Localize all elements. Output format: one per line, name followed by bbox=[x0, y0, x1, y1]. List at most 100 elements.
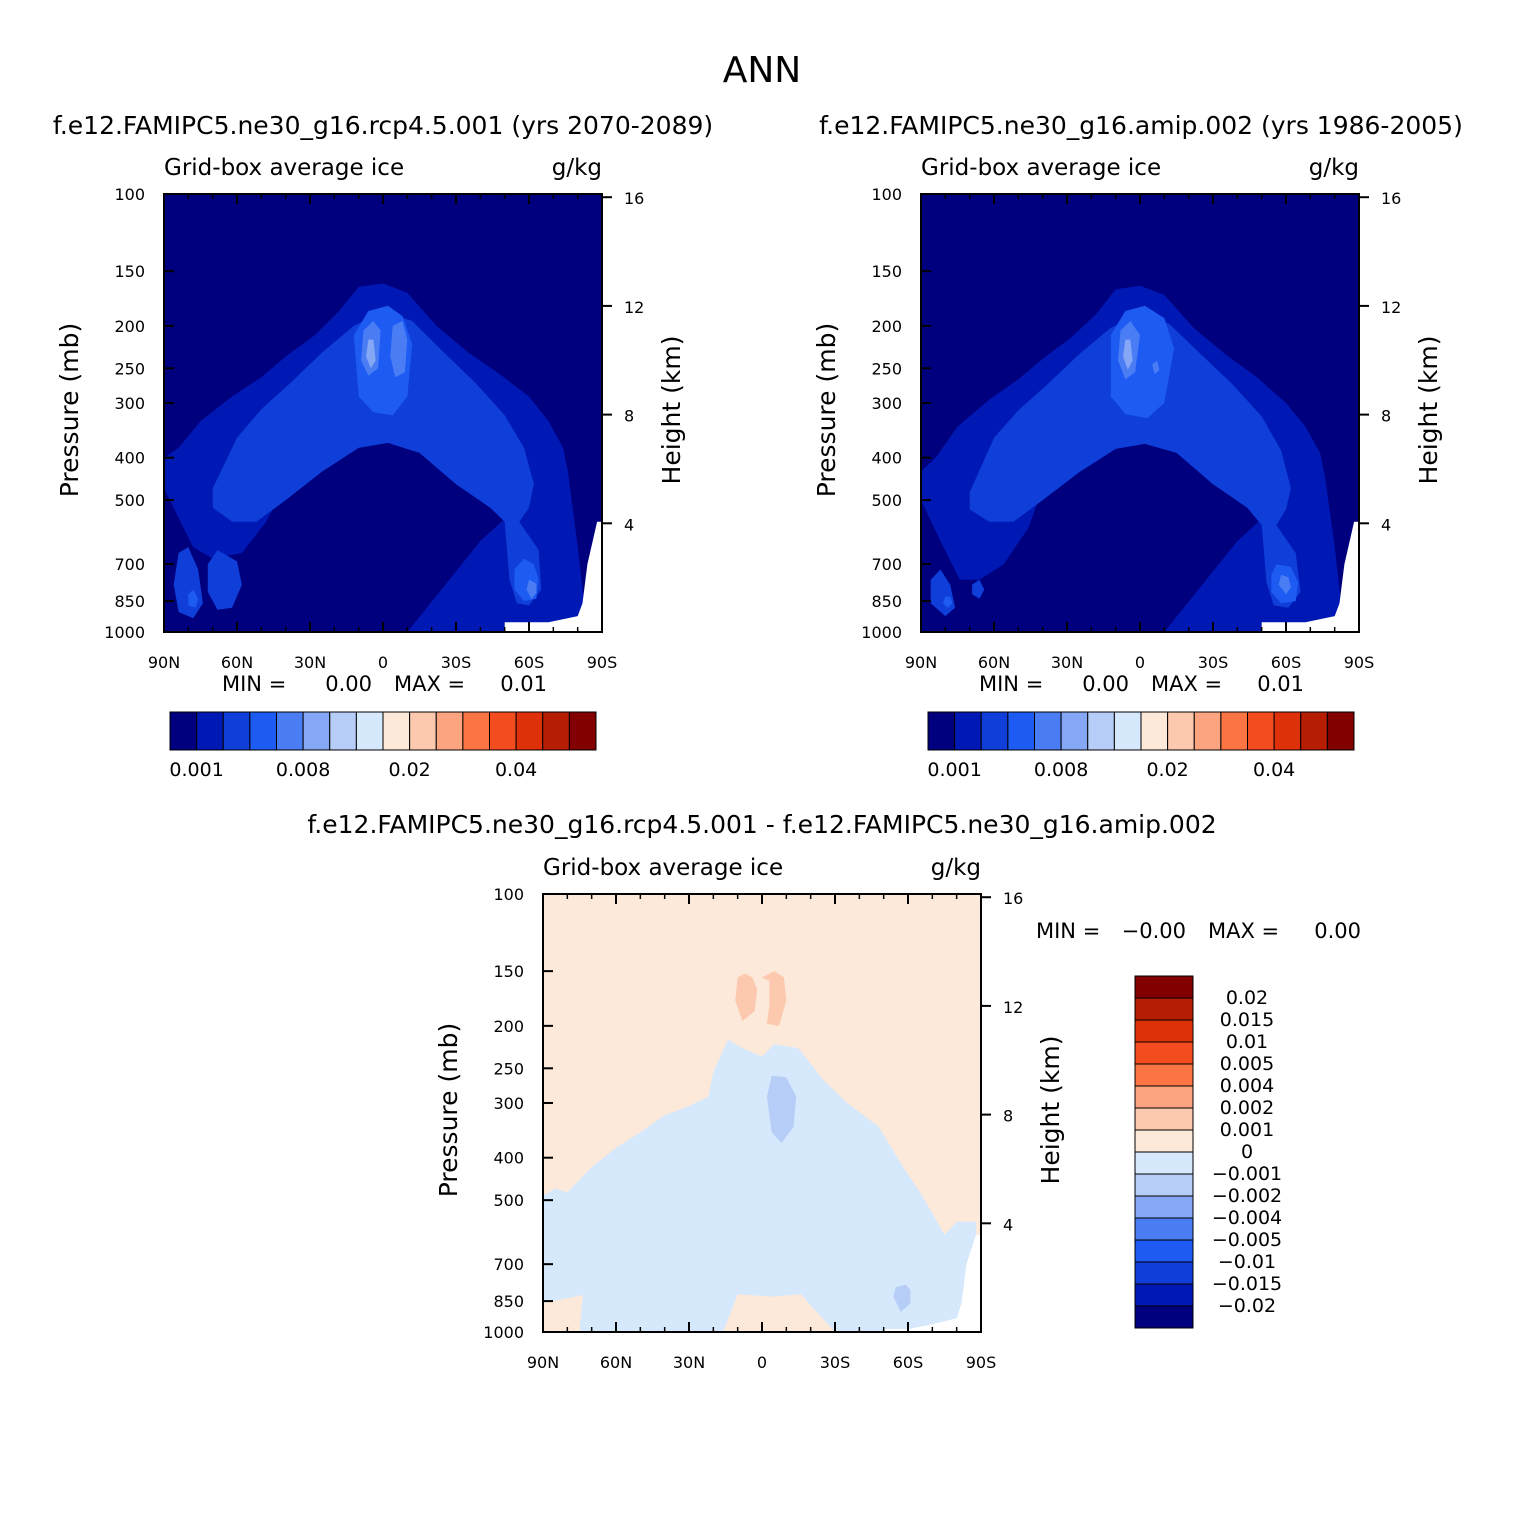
min-max-readout: MIN = 0.00 MAX = 0.01 bbox=[222, 672, 547, 696]
panel-title: f.e12.FAMIPC5.ne30_g16.rcp4.5.001 - f.e1… bbox=[307, 810, 1216, 839]
colorbar-swatch bbox=[1134, 1283, 1194, 1307]
colorbar-label: 0.02 bbox=[1226, 987, 1268, 1009]
contour-fill bbox=[893, 1284, 911, 1312]
x-tick-label: 30N bbox=[1051, 653, 1083, 672]
colorbar-swatch bbox=[1134, 1151, 1194, 1175]
max-label: MAX = bbox=[1208, 919, 1279, 943]
y-tick-label: 200 bbox=[114, 317, 145, 336]
colorbar-swatch bbox=[489, 711, 517, 751]
colorbar-swatch bbox=[1300, 711, 1328, 751]
plot-area bbox=[921, 194, 1359, 632]
x-tick-label: 0 bbox=[1135, 653, 1145, 672]
x-tick-label: 90S bbox=[587, 653, 618, 672]
colorbar-swatch bbox=[1134, 1261, 1194, 1285]
y-tick-label: 250 bbox=[871, 359, 902, 378]
colorbar-swatch bbox=[980, 711, 1009, 751]
min-value: 0.00 bbox=[325, 672, 372, 696]
colorbar-swatch bbox=[1134, 1041, 1194, 1065]
contour-fill bbox=[366, 339, 376, 369]
colorbar-swatch bbox=[1193, 711, 1222, 751]
y-tick-label: 1000 bbox=[483, 1323, 524, 1342]
colorbar: 0.001 0.008 0.02 0.04 bbox=[927, 711, 1355, 781]
colorbar-swatch bbox=[1134, 997, 1194, 1021]
max-value: 0.01 bbox=[500, 672, 547, 696]
missing-data-region bbox=[883, 1234, 981, 1332]
x-tick-label: 90N bbox=[905, 653, 937, 672]
colorbar-swatch bbox=[1220, 711, 1248, 751]
x-tick-label: 60S bbox=[1271, 653, 1302, 672]
colorbar-label: 0.01 bbox=[1226, 1031, 1268, 1053]
y-tick-label: 500 bbox=[871, 491, 902, 510]
panel-units: g/kg bbox=[931, 855, 981, 881]
x-tick-label: 60S bbox=[893, 1353, 924, 1372]
x-tick-label: 30S bbox=[1198, 653, 1229, 672]
contour-fill bbox=[1152, 360, 1160, 375]
max-value: 0.00 bbox=[1314, 919, 1361, 943]
min-value: 0.00 bbox=[1082, 672, 1129, 696]
y-tick-label: 400 bbox=[493, 1149, 524, 1168]
colorbar-swatch bbox=[222, 711, 251, 751]
y-axis-label: Pressure (mb) bbox=[55, 323, 84, 497]
colorbar-swatch bbox=[1247, 711, 1275, 751]
colorbar-label: 0.015 bbox=[1220, 1009, 1274, 1031]
contour-fill bbox=[972, 579, 985, 599]
colorbar-label: 0.04 bbox=[1253, 759, 1295, 781]
colorbar-label: 0.02 bbox=[1146, 759, 1188, 781]
panel-subtitle-left: Grid-box average ice bbox=[921, 155, 1161, 181]
y-tick-label: 250 bbox=[493, 1059, 524, 1078]
colorbar-label: 0.008 bbox=[276, 759, 330, 781]
panel-units: g/kg bbox=[552, 155, 602, 181]
colorbar-swatch bbox=[1134, 1173, 1194, 1197]
y-tick-label: 250 bbox=[114, 359, 145, 378]
y-tick-label: 300 bbox=[871, 394, 902, 413]
min-max-readout: MIN = −0.00 MAX = 0.00 bbox=[1036, 919, 1361, 943]
y-tick-label: 150 bbox=[871, 262, 902, 281]
missing-data-region bbox=[1261, 521, 1359, 632]
colorbar-swatch bbox=[1167, 711, 1195, 751]
contour-fill bbox=[526, 579, 537, 599]
panel-rcp: f.e12.FAMIPC5.ne30_g16.rcp4.5.001 (yrs 2… bbox=[53, 111, 713, 781]
y-tick-label: 850 bbox=[871, 592, 902, 611]
y-tick-label: 200 bbox=[493, 1017, 524, 1036]
panel-amip: f.e12.FAMIPC5.ne30_g16.amip.002 (yrs 198… bbox=[812, 111, 1463, 781]
colorbar-label: 0.001 bbox=[169, 759, 223, 781]
y-tick-label: 1000 bbox=[104, 623, 145, 642]
x-tick-label: 90N bbox=[527, 1353, 559, 1372]
x-tick-label: 0 bbox=[378, 653, 388, 672]
x-tick-label: 30S bbox=[820, 1353, 851, 1372]
y-tick-label: 1000 bbox=[861, 623, 902, 642]
height-tick-label: 12 bbox=[624, 298, 644, 317]
height-tick-label: 16 bbox=[1003, 889, 1023, 908]
plot-area bbox=[543, 894, 981, 1332]
contour-fill bbox=[762, 971, 787, 1026]
height-tick-label: 4 bbox=[1381, 515, 1391, 534]
y-tick-label: 500 bbox=[493, 1191, 524, 1210]
colorbar-swatch bbox=[1140, 711, 1169, 751]
x-tick-label: 30S bbox=[441, 653, 472, 672]
height-axis-label: Height (km) bbox=[657, 336, 686, 485]
colorbar-swatch bbox=[435, 711, 464, 751]
colorbar-label: 0.02 bbox=[388, 759, 430, 781]
colorbar-swatch bbox=[1134, 1217, 1194, 1241]
colorbar-swatch bbox=[954, 711, 982, 751]
figure-title: ANN bbox=[723, 50, 802, 91]
height-tick-label: 4 bbox=[1003, 1215, 1013, 1234]
contour-fill bbox=[212, 311, 542, 606]
colorbar-swatch bbox=[409, 711, 437, 751]
y-tick-label: 200 bbox=[871, 317, 902, 336]
height-axis-label: Height (km) bbox=[1414, 336, 1443, 485]
min-label: MIN = bbox=[979, 672, 1043, 696]
contour-fill bbox=[390, 321, 408, 378]
y-tick-label: 400 bbox=[871, 449, 902, 468]
panel-diff: f.e12.FAMIPC5.ne30_g16.rcp4.5.001 - f.e1… bbox=[307, 810, 1361, 1372]
colorbar-swatch bbox=[1273, 711, 1302, 751]
colorbar-label: −0.02 bbox=[1218, 1295, 1276, 1317]
y-tick-label: 100 bbox=[493, 885, 524, 904]
colorbar-swatch bbox=[329, 711, 357, 751]
colorbar-label: 0.004 bbox=[1220, 1075, 1274, 1097]
height-tick-label: 16 bbox=[624, 189, 644, 208]
contour-fill bbox=[164, 283, 588, 632]
height-tick-label: 12 bbox=[1381, 298, 1401, 317]
panel-title: f.e12.FAMIPC5.ne30_g16.rcp4.5.001 (yrs 2… bbox=[53, 111, 713, 140]
